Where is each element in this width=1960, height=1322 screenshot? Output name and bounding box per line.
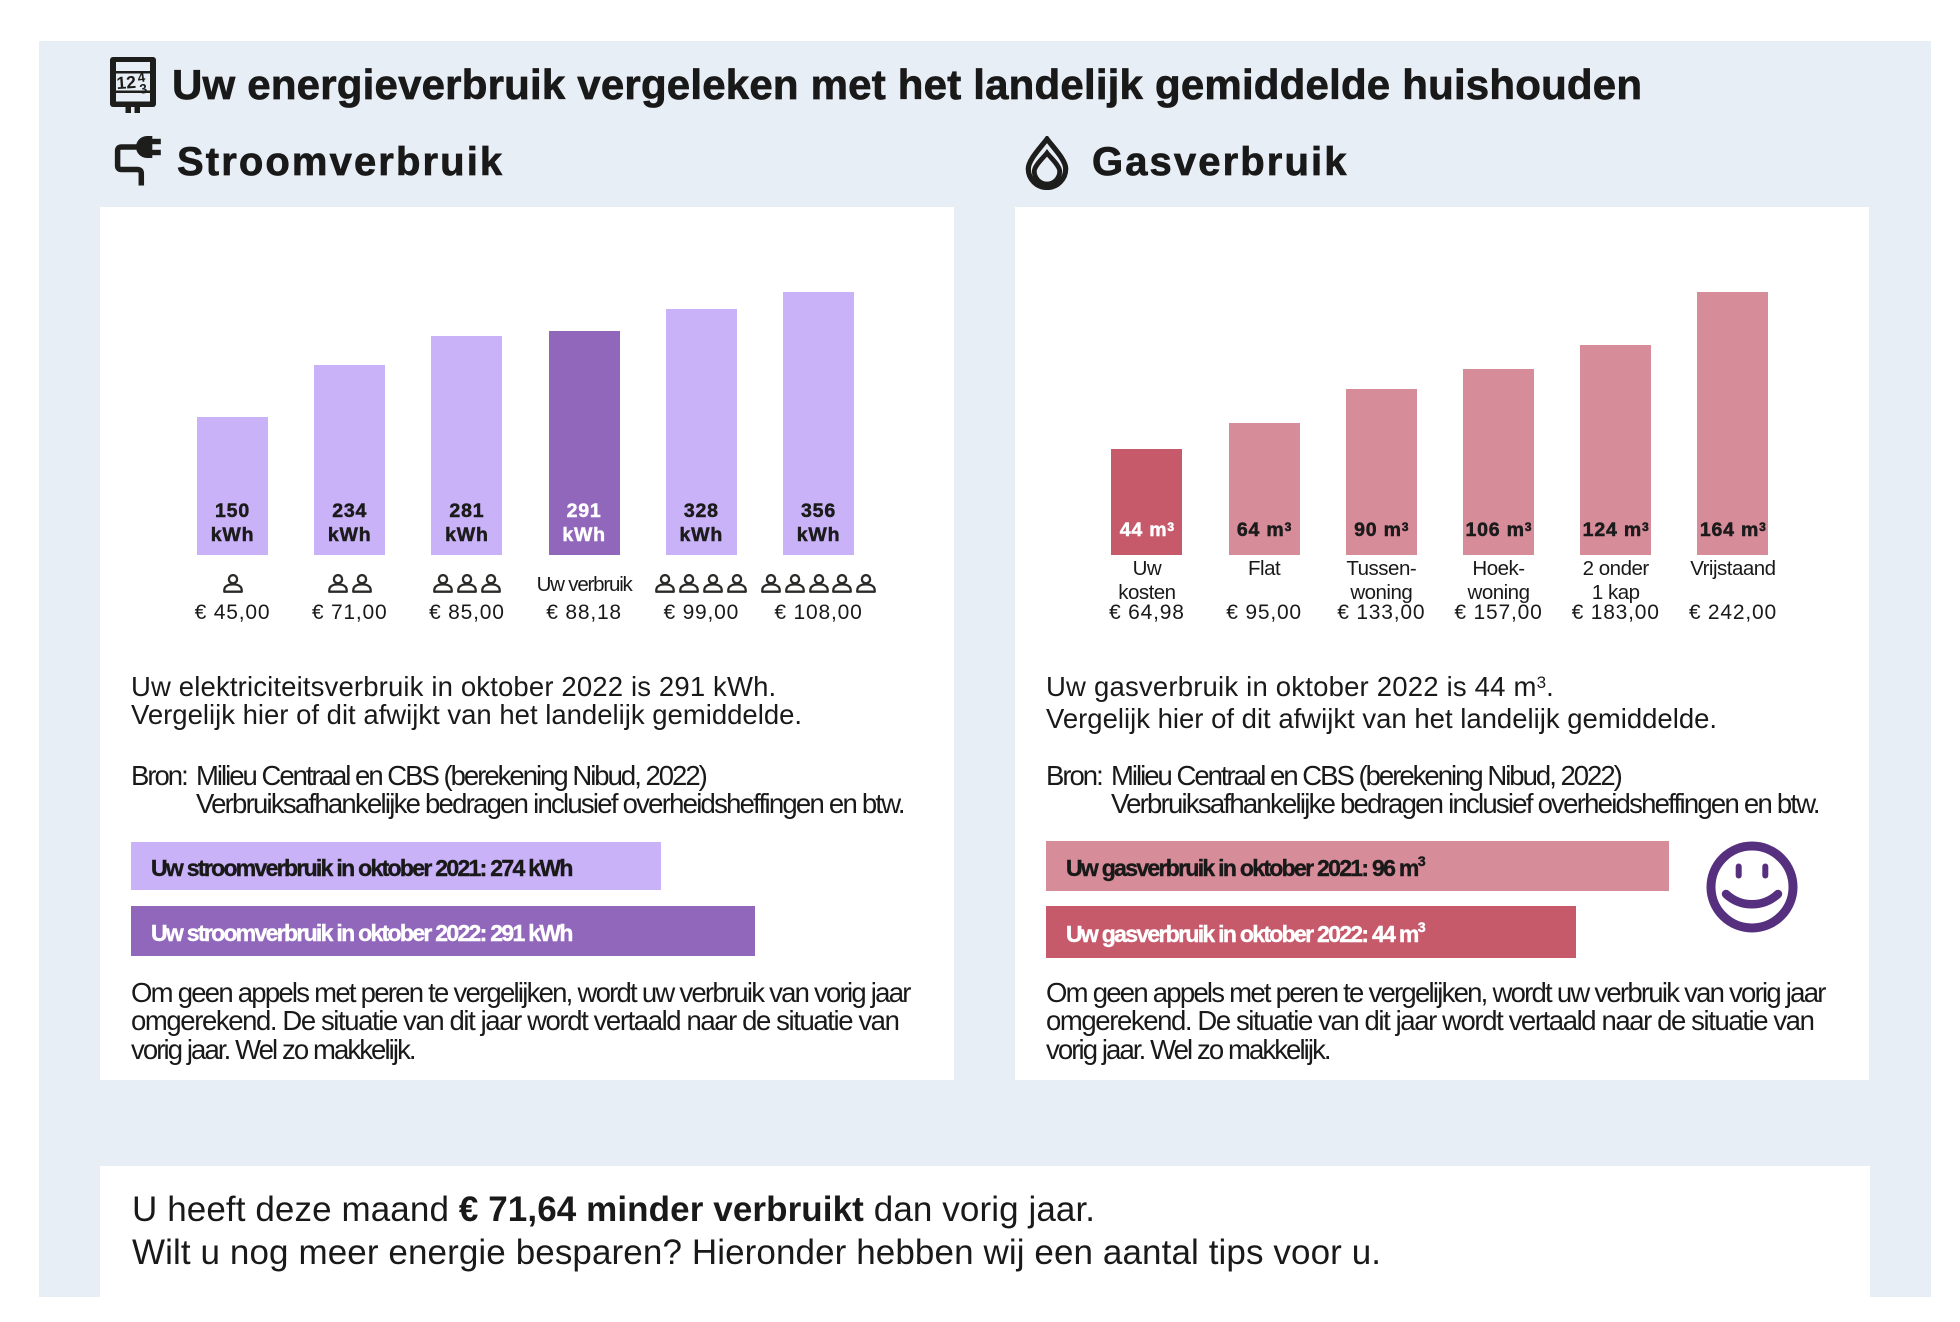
svg-text:4: 4 [137,69,147,85]
svg-text:12: 12 [116,72,137,93]
svg-text:3: 3 [139,81,149,97]
